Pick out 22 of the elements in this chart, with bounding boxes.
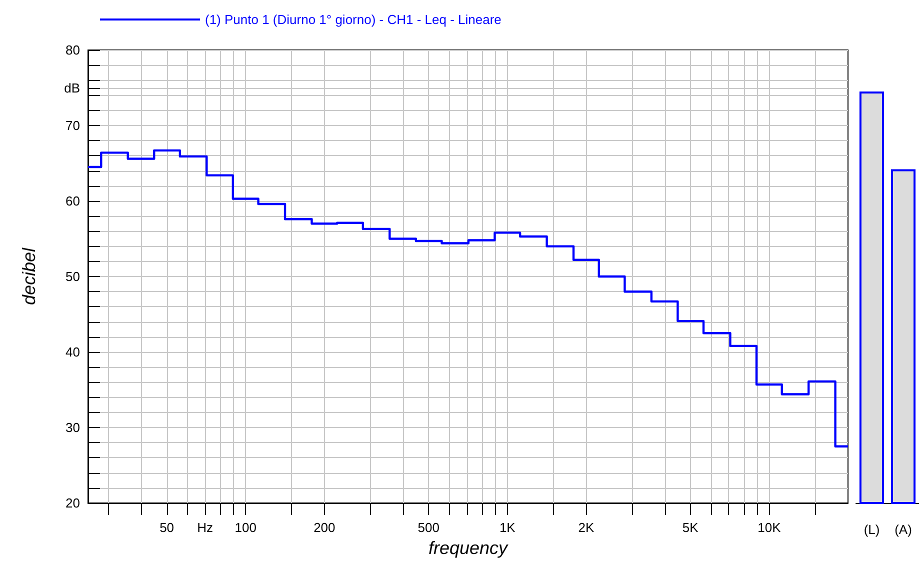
x-tick-label: Hz xyxy=(197,520,214,535)
text: (1) Punto 1 (Diurno 1° giorno) - CH1 - Leq - Lineare xyxy=(205,12,502,27)
x-axis-title: frequency xyxy=(428,538,509,558)
x-tick-label: 2K xyxy=(578,520,594,535)
y-tick-label: 20 xyxy=(66,496,80,510)
y-tick-label: 50 xyxy=(66,269,80,284)
y-tick-label: 70 xyxy=(66,118,80,133)
x-tick-label: (L) xyxy=(864,522,880,537)
x-tick-label: 10K xyxy=(758,520,782,535)
y-tick-label: 40 xyxy=(66,344,80,360)
y-tick-label: 80 xyxy=(66,42,80,58)
y-tick-label: 30 xyxy=(66,420,80,435)
x-tick-label: 100 xyxy=(234,520,256,535)
x-tick-label: 5K xyxy=(682,520,699,535)
x-tick-label: 200 xyxy=(314,520,336,535)
x-tick-label: 1K xyxy=(499,520,516,535)
x-tick-label: 500 xyxy=(418,520,440,535)
x-tick-label: 50 xyxy=(160,520,174,535)
y-tick-label: 60 xyxy=(66,194,80,208)
y-axis-title: decibel xyxy=(19,246,39,306)
x-tick-label: (A) xyxy=(894,522,912,537)
y-tick-label: dB xyxy=(64,80,80,96)
